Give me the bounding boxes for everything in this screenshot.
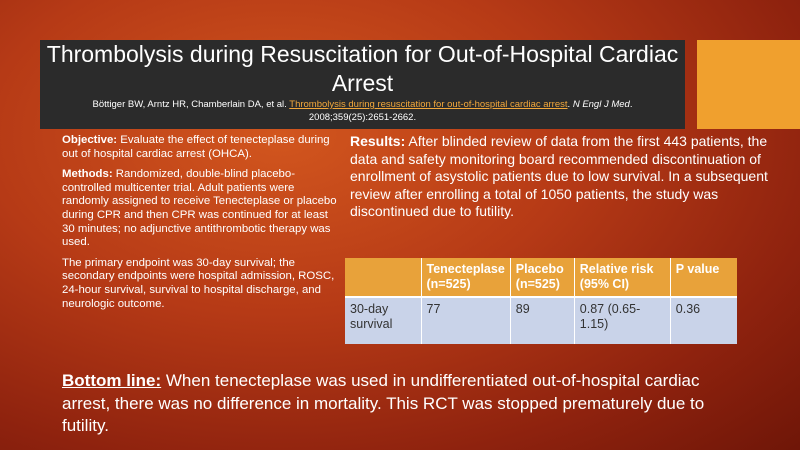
table-header-cell: Relative risk (95% CI)	[574, 258, 671, 297]
citation-authors: Böttiger BW, Arntz HR, Chamberlain DA, e…	[92, 99, 287, 110]
slide-title: Thrombolysis during Resuscitation for Ou…	[46, 41, 679, 96]
table-header-cell: P value	[670, 258, 737, 297]
table-cell: 0.87 (0.65-1.15)	[574, 296, 671, 344]
citation-details: 2008;359(25):2651-2662.	[308, 111, 417, 123]
table-cell: 0.36	[670, 296, 737, 344]
title-bar	[40, 40, 685, 129]
citation-journal: N Engl J Med	[572, 99, 630, 110]
citation: Böttiger BW, Arntz HR, Chamberlain DA, e…	[40, 99, 685, 124]
table-header-cell: Tenecteplase (n=525)	[421, 258, 511, 297]
methods-paragraph: Methods: Randomized, double-blind placeb…	[62, 168, 342, 250]
results-text: After blinded review of data from the fi…	[350, 133, 768, 219]
table-header-cell	[345, 258, 422, 297]
left-column: Objective: Evaluate the effect of tenect…	[62, 134, 342, 318]
table-cell: 89	[510, 296, 575, 344]
citation-link[interactable]: Thrombolysis during resuscitation for ou…	[289, 99, 568, 110]
methods-text: Randomized, double-blind placebo-control…	[62, 168, 337, 249]
accent-block	[697, 40, 800, 129]
objective-paragraph: Objective: Evaluate the effect of tenect…	[62, 134, 342, 161]
citation-period-2: .	[629, 99, 633, 110]
bottom-line: Bottom line: When tenecteplase was used …	[62, 370, 742, 438]
table-row: 30-day survival 77 89 0.87 (0.65-1.15) 0…	[345, 296, 737, 344]
bottom-line-text: When tenecteplase was used in undifferen…	[62, 371, 705, 435]
objective-label: Objective:	[62, 134, 118, 146]
methods-label: Methods:	[62, 168, 113, 181]
table-cell: 77	[421, 296, 511, 344]
table-cell: 30-day survival	[345, 296, 422, 344]
citation-period: .	[567, 99, 573, 110]
objective-text: Evaluate the effect of tenecteplase duri…	[62, 134, 330, 160]
results-label: Results:	[350, 133, 406, 149]
table-header-row: Tenecteplase (n=525) Placebo (n=525) Rel…	[345, 258, 737, 297]
results-table: Tenecteplase (n=525) Placebo (n=525) Rel…	[345, 258, 737, 344]
bottom-line-label: Bottom line:	[62, 371, 162, 390]
results-paragraph: Results: After blinded review of data fr…	[350, 133, 775, 221]
table-header-cell: Placebo (n=525)	[510, 258, 575, 297]
endpoints-paragraph: The primary endpoint was 30-day survival…	[62, 256, 335, 310]
